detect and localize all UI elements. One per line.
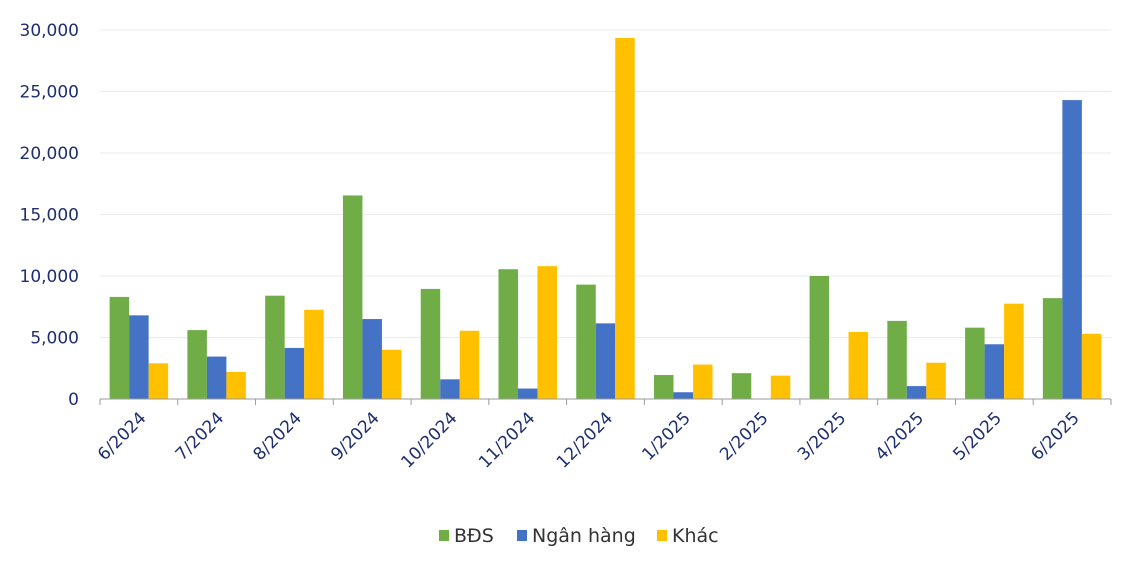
bar-ngân-hàng-4-2025 bbox=[906, 386, 927, 399]
x-tick-label: 2/2025 bbox=[716, 408, 772, 464]
y-tick-label: 30,000 bbox=[20, 21, 79, 41]
x-tick-label: 9/2024 bbox=[327, 408, 383, 464]
x-tick-label: 7/2024 bbox=[172, 408, 228, 464]
y-tick-label: 0 bbox=[68, 390, 79, 410]
x-tick-label: 6/2025 bbox=[1027, 408, 1083, 464]
legend-swatch-bđs bbox=[439, 530, 449, 541]
bar-khác-3-2025 bbox=[848, 331, 869, 399]
bar-khác-8-2024 bbox=[304, 309, 324, 399]
y-axis: 0 5,000 10,000 15,000 20,000 25,000 30,000 bbox=[20, 21, 79, 410]
bar-ngân-hàng-7-2024 bbox=[206, 356, 227, 399]
bar-bđs-6-2025 bbox=[1042, 298, 1063, 399]
gridlines bbox=[100, 29, 1111, 338]
bar-khác-2-2025 bbox=[770, 375, 791, 399]
bar-bđs-7-2024 bbox=[187, 330, 207, 399]
bar-ngân-hàng-10-2024 bbox=[440, 379, 460, 399]
bar-ngân-hàng-6-2024 bbox=[129, 315, 149, 399]
y-tick-label: 15,000 bbox=[20, 206, 79, 226]
bar-bđs-4-2025 bbox=[887, 320, 907, 399]
bar-bđs-11-2024 bbox=[498, 269, 518, 399]
bar-ngân-hàng-12-2024 bbox=[595, 323, 616, 399]
x-tick-label: 1/2025 bbox=[638, 408, 694, 464]
x-tick-label: 10/2024 bbox=[397, 408, 461, 472]
y-tick-label: 10,000 bbox=[20, 267, 79, 287]
legend-label: Ngân hàng bbox=[532, 525, 636, 547]
x-tick-label: 8/2024 bbox=[250, 408, 306, 464]
x-tick-label: 11/2024 bbox=[475, 408, 539, 472]
bar-ngân-hàng-8-2024 bbox=[284, 347, 305, 399]
x-axis: 6/2024 7/2024 8/2024 9/2024 10/2024 11/2024 12… bbox=[94, 398, 1112, 472]
bar-ngân-hàng-1-2025 bbox=[673, 392, 694, 399]
bar-khác-6-2024 bbox=[148, 363, 169, 399]
bar-khác-5-2025 bbox=[1004, 303, 1024, 399]
y-tick-label: 25,000 bbox=[20, 83, 79, 103]
legend-swatch-khác bbox=[657, 530, 667, 541]
legend-swatch-ngân-hàng bbox=[517, 530, 527, 541]
bar-ngân-hàng-6-2025 bbox=[1062, 100, 1082, 400]
y-tick-label: 5,000 bbox=[30, 329, 79, 349]
bar-khác-1-2025 bbox=[693, 364, 713, 399]
bar-ngân-hàng-11-2024 bbox=[517, 388, 538, 399]
bar-khác-12-2024 bbox=[615, 37, 635, 400]
x-tick-label: 12/2024 bbox=[553, 408, 617, 472]
bar-khác-9-2024 bbox=[381, 349, 402, 399]
legend-label: Khác bbox=[672, 525, 719, 547]
legend: BĐS Ngân hàng Khác bbox=[439, 525, 719, 547]
bar-bđs-10-2024 bbox=[420, 288, 441, 399]
x-tick-label: 4/2025 bbox=[872, 408, 928, 464]
bar-khác-11-2024 bbox=[537, 266, 557, 399]
bars bbox=[109, 37, 1102, 400]
y-tick-label: 20,000 bbox=[20, 144, 79, 164]
bar-bđs-1-2025 bbox=[654, 375, 674, 399]
bar-bđs-3-2025 bbox=[809, 276, 830, 399]
bar-khác-7-2024 bbox=[226, 371, 246, 399]
bar-khác-6-2025 bbox=[1081, 333, 1102, 399]
bar-bđs-8-2024 bbox=[265, 295, 285, 399]
bar-khác-10-2024 bbox=[459, 330, 480, 399]
x-tick-label: 3/2025 bbox=[794, 408, 850, 464]
x-tick-label: 6/2024 bbox=[94, 408, 150, 464]
bar-ngân-hàng-5-2025 bbox=[984, 344, 1005, 399]
bar-bđs-2-2025 bbox=[731, 373, 752, 399]
bar-bđs-5-2025 bbox=[965, 327, 985, 399]
bar-ngân-hàng-9-2024 bbox=[362, 319, 382, 399]
x-tick-label: 5/2025 bbox=[949, 408, 1005, 464]
legend-label: BĐS bbox=[454, 525, 494, 547]
bar-bđs-9-2024 bbox=[342, 195, 363, 399]
bar-khác-4-2025 bbox=[926, 362, 946, 399]
bar-bđs-6-2024 bbox=[109, 296, 130, 399]
bar-bđs-12-2024 bbox=[576, 284, 596, 399]
